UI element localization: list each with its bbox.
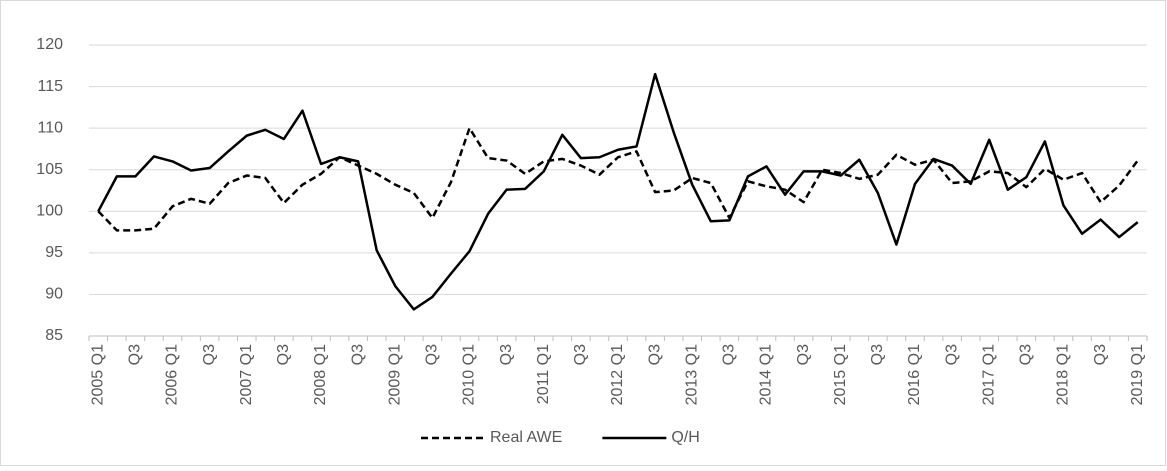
y-tick-label: 120 <box>36 36 63 53</box>
x-tick-label: Q3 <box>1092 344 1109 365</box>
x-tick-label: 2007 Q1 <box>238 344 255 405</box>
x-tick-label: Q3 <box>795 344 812 365</box>
x-tick-label: 2019 Q1 <box>1129 344 1146 405</box>
x-tick-label: Q3 <box>424 344 441 365</box>
x-tick-label: 2012 Q1 <box>609 344 626 405</box>
x-tick-label: Q3 <box>201 344 218 365</box>
y-tick-label: 90 <box>45 286 63 303</box>
x-tick-label: 2015 Q1 <box>832 344 849 405</box>
x-tick-label: Q3 <box>349 344 366 365</box>
legend-label: Q/H <box>671 429 699 446</box>
y-tick-label: 105 <box>36 161 63 178</box>
x-tick-label: 2008 Q1 <box>312 344 329 405</box>
x-tick-label: Q3 <box>127 344 144 365</box>
x-tick-label: Q3 <box>275 344 292 365</box>
x-tick-label: 2014 Q1 <box>758 344 775 405</box>
y-tick-label: 110 <box>37 119 63 136</box>
x-tick-label: Q3 <box>721 344 738 365</box>
x-tick-label: 2016 Q1 <box>906 344 923 405</box>
x-tick-label: Q3 <box>646 344 663 365</box>
x-tick-label: 2009 Q1 <box>386 344 403 405</box>
x-tick-label: 2005 Q1 <box>89 344 106 405</box>
x-tick-label: Q3 <box>572 344 589 365</box>
y-tick-label: 100 <box>36 203 63 220</box>
y-tick-label: 95 <box>45 244 63 261</box>
x-tick-label: 2017 Q1 <box>980 344 997 405</box>
x-tick-label: 2013 Q1 <box>683 344 700 405</box>
x-tick-label: Q3 <box>869 344 886 365</box>
x-tick-label: 2018 Q1 <box>1055 344 1072 405</box>
series-line <box>97 72 1139 311</box>
series-line <box>97 126 1139 232</box>
x-tick-label: 2010 Q1 <box>461 344 478 405</box>
x-tick-label: Q3 <box>1018 344 1035 365</box>
x-tick-label: 2006 Q1 <box>164 344 181 405</box>
x-tick-label: Q3 <box>943 344 960 365</box>
x-tick-label: 2011 Q1 <box>535 344 552 404</box>
y-tick-label: 85 <box>45 327 63 344</box>
y-tick-label: 115 <box>37 78 63 95</box>
legend-label: Real AWE <box>490 429 562 446</box>
x-tick-label: Q3 <box>498 344 515 365</box>
